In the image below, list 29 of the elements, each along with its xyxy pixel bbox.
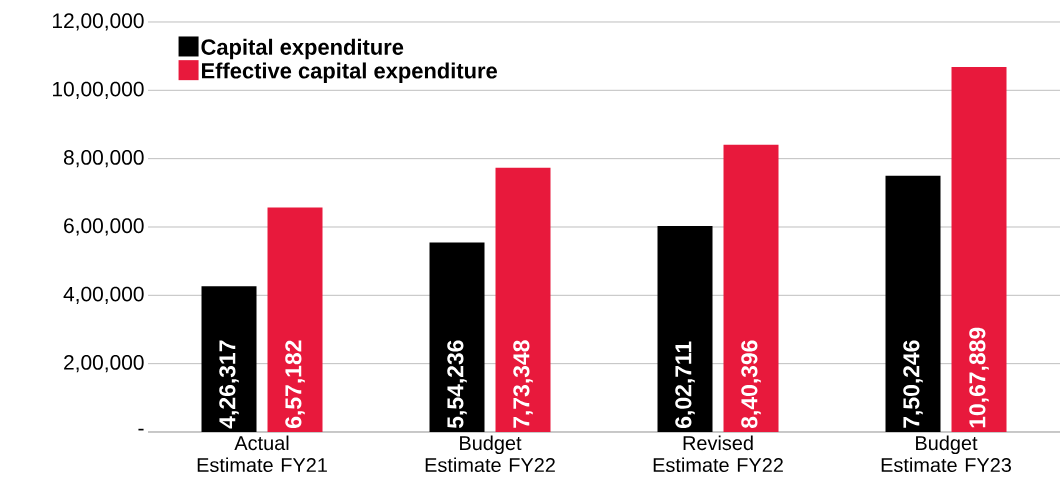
y-tick-label: - [138,428,144,431]
bar [723,144,779,432]
legend-label: Capital expenditure [201,38,404,60]
data-label: 4,26,317 [219,340,239,429]
y-tick-label: 6,00,000 [64,218,144,236]
x-tick-label: Actual Estimate FY21 [197,435,327,473]
bar [429,242,485,432]
bar [657,226,713,432]
x-tick-label: Revised Estimate FY22 [653,435,783,473]
x-tick-label: Budget Estimate FY23 [881,435,1012,473]
legend-label: Effective capital expenditure [202,62,497,83]
bar [951,67,1007,432]
y-tick-label: 12,00,000 [53,13,144,31]
data-label: 5,54,236 [447,340,467,429]
data-label: 8,40,396 [741,340,761,429]
data-label: 7,73,348 [513,340,533,428]
bar [267,207,323,432]
data-label: 6,02,711 [675,341,695,428]
bar [885,175,941,432]
y-tick-label: 8,00,000 [63,150,144,168]
bar [201,286,257,432]
y-tick-label: 10,00,000 [53,81,144,99]
bar [495,167,551,432]
data-label: 6,57,182 [285,340,305,428]
y-tick-label: 4,00,000 [63,286,144,304]
data-label: 7,50,246 [903,340,923,428]
data-label: 10,67,889 [969,327,989,428]
x-tick-label: Budget Estimate FY22 [425,435,555,473]
y-tick-label: 2,00,000 [64,355,144,373]
